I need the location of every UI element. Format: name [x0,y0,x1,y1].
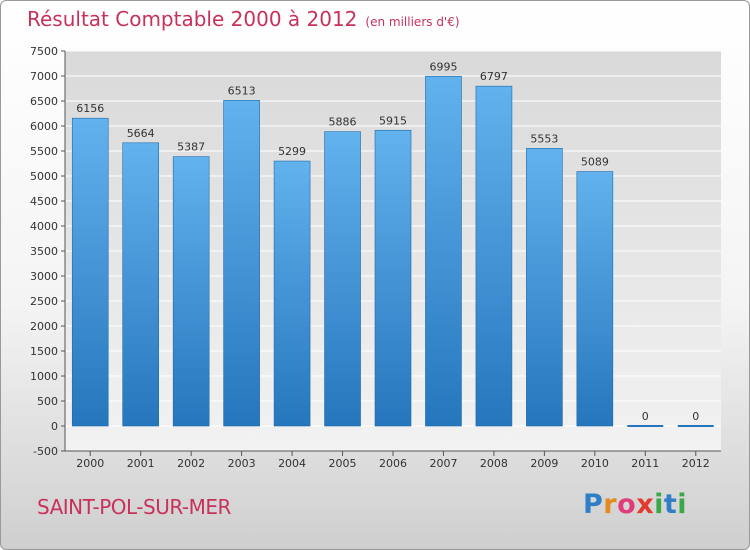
x-tick-label: 2001 [127,457,155,470]
bar-2006 [374,129,412,427]
y-tick-label: 6000 [30,120,58,133]
y-tick-label: 5500 [30,145,58,158]
value-label: 5299 [278,145,306,158]
value-label: 5553 [530,132,558,145]
y-tick-label: 2500 [30,295,58,308]
bar-2001 [122,142,159,427]
logo-letter: i [677,489,688,520]
x-tick-label: 2006 [379,457,407,470]
bar-2008 [475,85,513,427]
logo-letter: i [654,489,664,520]
bar-2007 [425,75,462,427]
value-label: 6995 [429,60,457,73]
y-tick-label: 4500 [30,195,58,208]
y-tick-label: 1000 [30,370,58,383]
chart-title: Résultat Comptable 2000 à 2012 (en millie… [27,7,460,31]
bar-2003 [223,100,260,427]
value-label: 5664 [127,127,155,140]
y-tick-label: 3000 [30,270,58,283]
chart-unit: (en milliers d'€) [365,15,460,29]
city-name: SAINT-POL-SUR-MER [37,495,231,519]
y-tick-label: 1500 [30,345,58,358]
y-tick-label: 4000 [30,220,58,233]
y-tick-label: 5000 [30,170,58,183]
bar-2000 [71,117,109,427]
value-label: 6797 [480,70,508,83]
x-tick-label: 2004 [278,457,306,470]
y-tick-label: 7500 [30,45,58,58]
chart-title-text: Résultat Comptable 2000 à 2012 [27,7,358,31]
y-tick-label: 6500 [30,95,58,108]
value-label: 6156 [76,102,104,115]
logo-letter: P [583,489,604,520]
value-label: 0 [692,410,699,423]
value-label: 5089 [581,156,609,169]
bar-2004 [273,160,311,427]
logo-letter: t [663,489,678,520]
x-tick-label: 2012 [682,457,710,470]
value-label: 6513 [228,84,256,97]
y-tick-label: -500 [33,445,58,458]
logo-letter: x [636,489,655,520]
value-label: 5886 [329,116,357,129]
value-label: 0 [642,410,649,423]
x-tick-label: 2000 [76,457,104,470]
y-tick-label: 0 [51,420,58,433]
bar-2010 [576,171,614,427]
x-tick-label: 2007 [429,457,457,470]
x-tick-label: 2002 [177,457,205,470]
x-tick-label: 2008 [480,457,508,470]
y-tick-label: 3500 [30,245,58,258]
bar-2009 [526,148,563,427]
bar-2005 [324,131,361,427]
y-tick-label: 7000 [30,70,58,83]
x-tick-label: 2005 [329,457,357,470]
x-tick-label: 2003 [228,457,256,470]
x-tick-label: 2011 [631,457,659,470]
logo-letter: r [603,489,618,520]
y-tick-label: 2000 [30,320,58,333]
x-tick-label: 2009 [530,457,558,470]
value-label: 5387 [177,141,205,154]
bar-2012 [677,425,714,427]
value-label: 5915 [379,114,407,127]
logo-letter: o [617,489,637,520]
y-tick-label: 500 [37,395,58,408]
bar-2011 [627,425,664,427]
x-tick-label: 2010 [581,457,609,470]
proxiti-logo[interactable]: Proxiti [583,489,687,520]
bar-2002 [172,156,210,427]
